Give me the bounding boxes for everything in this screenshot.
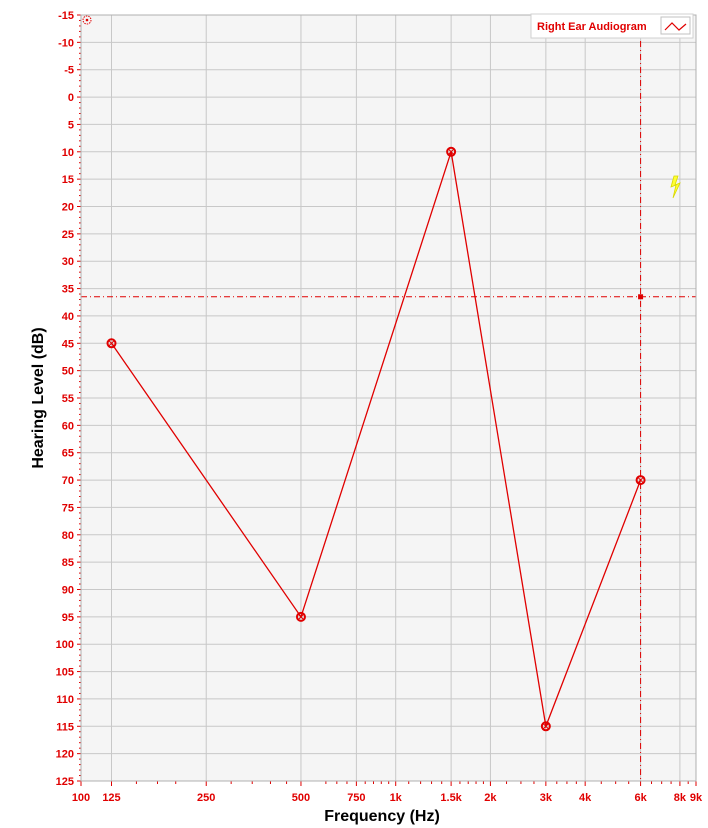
legend[interactable]: Right Ear Audiogram (530, 13, 694, 39)
y-tick-label: 35 (62, 284, 74, 296)
y-tick-label: 105 (56, 667, 74, 679)
data-point-cross (297, 613, 305, 621)
plot-border (80, 14, 697, 782)
x-tick-label: 750 (347, 792, 365, 804)
y-tick-label: -5 (64, 65, 74, 77)
y-tick-label: 85 (62, 557, 74, 569)
x-tick-label: 2k (484, 792, 497, 804)
y-tick-label: 20 (62, 202, 74, 214)
y-axis-ticks: -15 -10 -5 0 5 10 15 20 25 30 35 40 45 50 55 60 65 70 75 80… (56, 10, 81, 788)
data-point-marker (106, 338, 117, 349)
cursor-handle-icon[interactable] (670, 175, 681, 199)
x-tick-label: 6k (634, 792, 647, 804)
y-tick-label: 115 (56, 721, 74, 733)
data-point (446, 146, 457, 157)
x-tick-label: 125 (102, 792, 120, 804)
x-tick-label: 100 (72, 792, 90, 804)
y-tick-label: 65 (62, 448, 74, 460)
data-point-marker (635, 475, 646, 486)
x-axis-title: Frequency (Hz) (324, 808, 440, 825)
y-tick-label: 15 (62, 174, 74, 186)
data-point (106, 338, 117, 349)
series-group (106, 146, 646, 732)
data-point-marker (295, 611, 306, 622)
y-tick-label: 75 (62, 502, 74, 514)
x-tick-label: 8k (674, 792, 687, 804)
data-point-cross (637, 476, 644, 484)
x-tick-label: 3k (540, 792, 553, 804)
y-axis-title: Hearing Level (dB) (30, 327, 47, 468)
y-tick-label: 5 (68, 119, 74, 131)
y-tick-label: 110 (56, 694, 74, 706)
data-point-cross (108, 339, 115, 347)
y-tick-label: -15 (58, 10, 74, 22)
y-tick-label: 40 (62, 311, 74, 323)
y-tick-label: 90 (62, 585, 74, 597)
data-point (295, 611, 306, 622)
legend-line-icon (664, 22, 687, 31)
y-tick-label: 45 (62, 338, 74, 350)
y-tick-label: 10 (62, 147, 74, 159)
data-point (635, 475, 646, 486)
x-tick-label: 500 (292, 792, 310, 804)
y-tick-label: 80 (62, 530, 74, 542)
y-tick-label: 55 (62, 393, 74, 405)
y-tick-label: 95 (62, 612, 74, 624)
legend-swatch (660, 16, 691, 35)
y-tick-label: 0 (68, 92, 74, 104)
y-tick-label: 30 (62, 256, 74, 268)
x-tick-label: 250 (197, 792, 215, 804)
x-tick-label: 9k (690, 792, 703, 804)
x-tick-label: 1.5k (440, 792, 462, 804)
data-point (540, 721, 551, 732)
y-tick-label: 70 (62, 475, 74, 487)
y-tick-label: -10 (58, 37, 74, 49)
cursor-crosshair[interactable] (81, 15, 696, 781)
cursor-point (638, 294, 644, 300)
pan-zoom-icon[interactable] (82, 15, 92, 25)
y-tick-label: 50 (62, 366, 74, 378)
legend-series-label: Right Ear Audiogram (537, 21, 647, 33)
y-tick-label: 100 (56, 639, 74, 651)
data-point-cross (447, 148, 455, 156)
x-tick-label: 1k (390, 792, 403, 804)
data-point-cross (542, 722, 550, 730)
x-axis-ticks: 100 125 250 500 750 1k 1.5k 2k 3k 4k 6k 8k 9k (72, 781, 703, 804)
data-point-marker (446, 146, 457, 157)
data-point-marker (540, 721, 551, 732)
x-tick-label: 4k (579, 792, 592, 804)
y-tick-label: 120 (56, 749, 74, 761)
y-tick-label: 60 (62, 420, 74, 432)
y-tick-label: 125 (56, 776, 74, 788)
y-tick-label: 25 (62, 229, 74, 241)
